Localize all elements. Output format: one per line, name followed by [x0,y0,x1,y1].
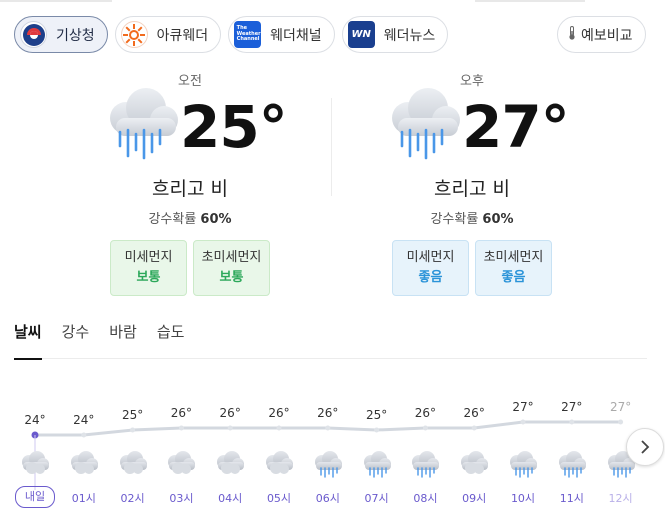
hourly-time: 09시 [462,492,487,505]
hourly-time: 01시 [71,492,96,505]
cloudy-icon [262,450,296,478]
ultrafine-dust-card[interactable]: 초미세먼지 보통 [193,240,270,296]
accuweather-logo-icon [120,21,148,48]
source-label: 아큐웨더 [156,27,209,44]
cloudy-icon [213,450,247,478]
period-label: 오후 [460,74,484,89]
hourly-time: 내일 [15,486,55,508]
chevron-right-icon [641,440,650,454]
hourly-time: 02시 [120,492,145,505]
cloud-rain-icon [408,450,442,478]
hourly-temperature: 25° [365,408,388,422]
source-label: 웨더뉴스 [383,27,436,44]
cloudy-icon [457,450,491,478]
temperature-point [325,425,331,431]
cloudy-icon [18,450,52,478]
hourly-forecast: 24° 내일 24° 01시 25° 02시 26° 03시 26° 04시 26° 05시 26° 06… [0,380,665,520]
hourly-temperature: 27° [609,400,632,414]
cloud-rain-icon [506,450,540,478]
weather-condition: 흐리고 비 [434,178,510,200]
hourly-time: 08시 [413,492,438,505]
hourly-time: 12시 [608,492,633,505]
forecast-source-selector: 기상청 아큐웨더 The Weather Channel 웨더채널 [14,16,449,53]
weather-channel-logo-icon: The Weather Channel [234,21,262,48]
temperature-point [569,419,575,425]
rain-probability: 강수확률 60% [148,212,232,227]
morning-temperature: 25° [180,93,288,161]
fine-dust-card[interactable]: 미세먼지 좋음 [392,240,469,296]
hourly-temperature: 27° [561,400,583,414]
compare-label: 예보비교 [581,27,633,44]
ultrafine-dust-card[interactable]: 초미세먼지 좋음 [475,240,552,296]
temperature-point [471,425,477,431]
temperature-point [618,419,624,425]
cloudy-icon [67,450,101,478]
chart-tabs: 날씨 강수 바람 습도 [14,321,647,360]
hourly-temperature: 27° [512,400,534,414]
dust-cards: 미세먼지 보통 초미세먼지 보통 [90,240,290,296]
kma-logo-icon [20,21,47,48]
source-button-kma[interactable]: 기상청 [14,16,108,53]
hourly-temperature: 24° [24,413,46,427]
hourly-time: 03시 [169,492,194,505]
tab-precipitation[interactable]: 강수 [61,323,90,341]
hourly-temperature: 24° [73,413,95,427]
dust-cards: 미세먼지 좋음 초미세먼지 좋음 [372,240,572,296]
temperature-point [81,432,87,438]
next-hours-button[interactable] [626,428,664,466]
cloud-rain-icon [110,88,178,160]
hourly-temperature: 26° [414,406,437,420]
tab-weather[interactable]: 날씨 [14,321,42,360]
source-label: 웨더채널 [270,27,322,44]
source-label: 기상청 [56,27,95,44]
hourly-time: 10시 [510,492,536,505]
top-divider [0,0,665,2]
weather-condition: 흐리고 비 [152,178,228,200]
cloud-rain-icon [604,450,638,478]
source-button-weather-channel[interactable]: The Weather Channel 웨더채널 [228,16,335,53]
cloud-rain-icon [392,88,460,160]
cloud-rain-icon [311,450,345,478]
thermometer-icon [568,25,576,44]
temperature-point [520,419,526,425]
hourly-temperature: 26° [219,406,241,420]
temperature-point [374,427,380,433]
temperature-point [276,425,282,431]
cloudy-icon [164,450,198,478]
source-button-weathernews[interactable]: WN 웨더뉴스 [341,16,449,53]
cloud-rain-icon [360,450,394,478]
temperature-point [130,427,136,433]
hourly-temperature: 26° [268,406,290,420]
period-label: 오전 [178,74,202,89]
temperature-point [178,425,184,431]
hourly-temperature: 25° [121,408,144,422]
hourly-temperature: 26° [317,406,339,420]
hourly-time: 06시 [315,492,340,505]
fine-dust-card[interactable]: 미세먼지 보통 [110,240,187,296]
afternoon-temperature: 27° [462,93,570,161]
temperature-point [227,425,233,431]
cloudy-icon [116,450,150,478]
period-divider [331,98,332,196]
hourly-time: 11시 [559,492,584,505]
temperature-point [422,425,428,431]
hourly-time: 05시 [266,492,292,505]
weathernews-logo-icon: WN [347,21,375,48]
hourly-time: 07시 [364,492,389,505]
hourly-temperature: 26° [170,406,193,420]
forecast-compare-button[interactable]: 예보비교 [557,16,646,53]
tab-wind[interactable]: 바람 [109,323,137,341]
hourly-temperature: 26° [463,406,485,420]
hourly-time: 04시 [218,492,243,505]
source-button-accuweather[interactable]: 아큐웨더 [114,16,222,53]
tab-humidity[interactable]: 습도 [156,323,185,341]
rain-probability: 강수확률 60% [430,212,514,227]
cloud-rain-icon [555,450,589,478]
